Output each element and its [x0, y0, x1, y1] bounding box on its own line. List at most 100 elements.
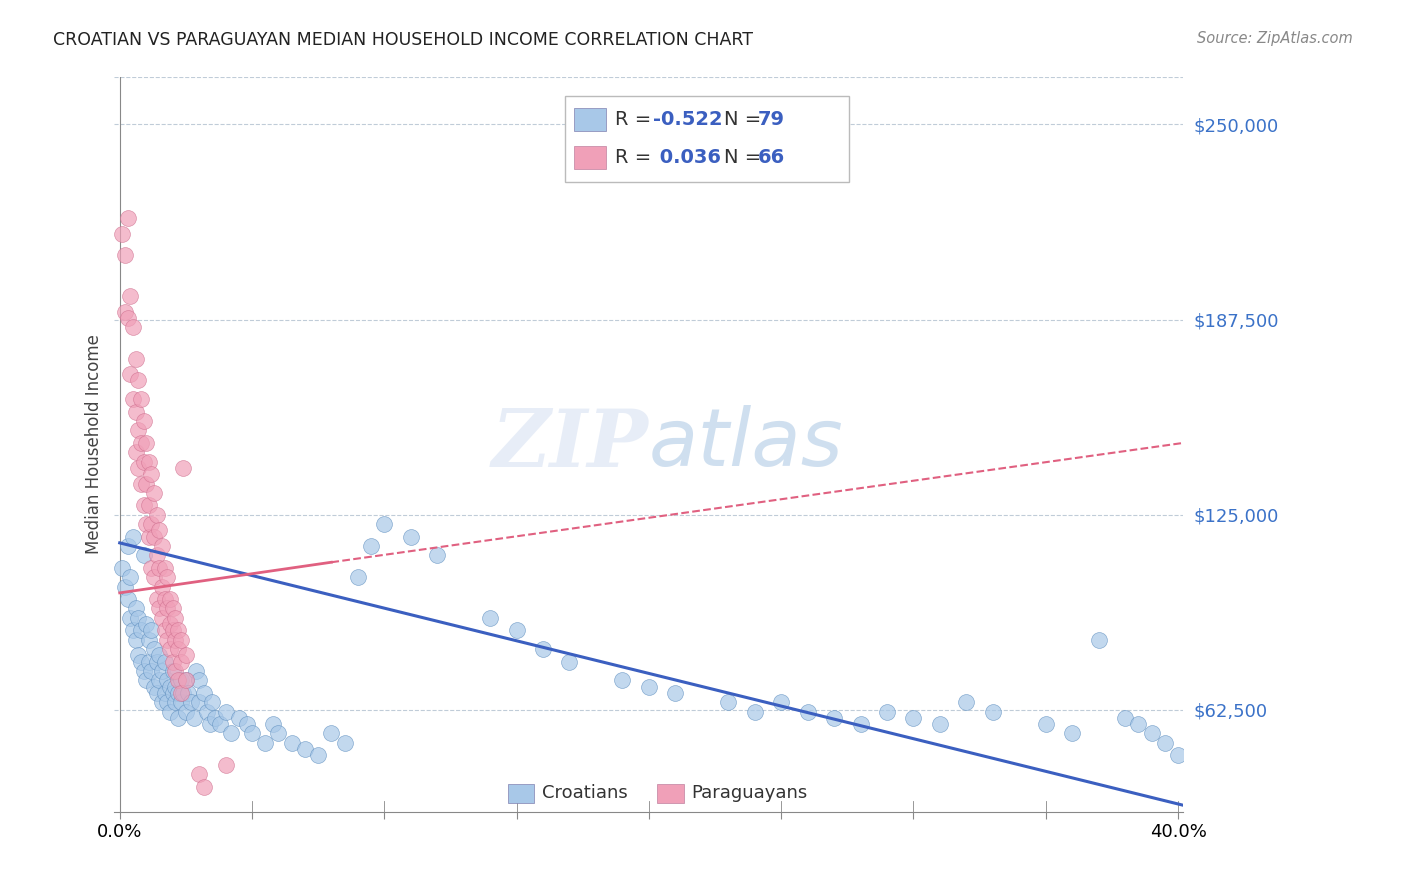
Text: atlas: atlas	[648, 406, 844, 483]
Point	[148, 524, 170, 538]
Point	[169, 673, 191, 688]
Point	[117, 539, 139, 553]
Point	[505, 624, 527, 638]
Text: ZIP: ZIP	[492, 406, 648, 483]
Point	[127, 648, 149, 663]
Point	[240, 726, 263, 740]
Point	[122, 624, 145, 638]
Point	[209, 717, 232, 731]
Point	[162, 664, 184, 678]
Point	[122, 530, 145, 544]
Point	[156, 673, 179, 688]
Point	[169, 686, 191, 700]
Point	[111, 561, 134, 575]
Point	[321, 726, 343, 740]
Point	[138, 655, 160, 669]
Point	[124, 351, 146, 366]
Point	[174, 648, 197, 663]
Point	[162, 601, 184, 615]
Text: R =: R =	[614, 110, 657, 128]
Point	[148, 601, 170, 615]
Point	[204, 711, 226, 725]
Point	[162, 655, 184, 669]
Point	[162, 624, 184, 638]
Point	[558, 655, 581, 669]
Point	[159, 705, 181, 719]
Point	[612, 673, 634, 688]
Point	[135, 517, 157, 532]
Point	[145, 686, 167, 700]
Text: Paraguayans: Paraguayans	[692, 784, 808, 802]
Point	[129, 436, 152, 450]
Point	[138, 632, 160, 647]
Point	[169, 695, 191, 709]
Text: N =: N =	[724, 110, 768, 128]
Point	[153, 561, 176, 575]
Point	[159, 617, 181, 632]
Point	[132, 664, 155, 678]
Point	[1062, 726, 1084, 740]
Point	[120, 289, 142, 303]
Point	[744, 705, 766, 719]
Point	[903, 711, 925, 725]
Point	[135, 673, 157, 688]
Point	[188, 673, 211, 688]
Point	[150, 611, 173, 625]
Point	[132, 414, 155, 428]
Point	[165, 632, 187, 647]
Point	[1087, 632, 1109, 647]
Point	[214, 757, 236, 772]
Point	[174, 673, 197, 688]
Point	[214, 705, 236, 719]
Point	[153, 624, 176, 638]
Point	[193, 686, 215, 700]
Text: CROATIAN VS PARAGUAYAN MEDIAN HOUSEHOLD INCOME CORRELATION CHART: CROATIAN VS PARAGUAYAN MEDIAN HOUSEHOLD …	[53, 31, 754, 49]
Point	[167, 673, 190, 688]
Point	[114, 580, 136, 594]
Text: Croatians: Croatians	[541, 784, 627, 802]
Point	[111, 227, 134, 241]
Point	[188, 695, 211, 709]
Point	[333, 736, 356, 750]
Text: 66: 66	[758, 148, 785, 167]
Point	[193, 780, 215, 794]
Point	[150, 695, 173, 709]
Point	[531, 642, 554, 657]
Point	[120, 570, 142, 584]
Point	[138, 455, 160, 469]
Point	[1114, 711, 1136, 725]
Point	[373, 517, 395, 532]
Point	[172, 686, 194, 700]
Point	[124, 445, 146, 459]
Point	[637, 680, 659, 694]
Point	[770, 695, 793, 709]
Point	[150, 539, 173, 553]
Point	[165, 611, 187, 625]
Point	[156, 570, 179, 584]
Point	[156, 695, 179, 709]
Point	[156, 632, 179, 647]
Point	[117, 592, 139, 607]
Point	[124, 601, 146, 615]
Point	[294, 742, 316, 756]
Point	[124, 405, 146, 419]
Point	[127, 424, 149, 438]
Point	[145, 655, 167, 669]
Point	[143, 570, 166, 584]
Point	[127, 461, 149, 475]
Point	[127, 611, 149, 625]
Point	[664, 686, 686, 700]
Point	[150, 664, 173, 678]
Point	[169, 632, 191, 647]
Point	[143, 680, 166, 694]
Point	[159, 642, 181, 657]
Point	[141, 624, 163, 638]
Text: 0.036: 0.036	[654, 148, 721, 167]
Point	[148, 561, 170, 575]
Point	[1153, 736, 1175, 750]
Point	[145, 592, 167, 607]
Point	[141, 664, 163, 678]
Point	[981, 705, 1004, 719]
FancyBboxPatch shape	[574, 145, 606, 169]
Point	[117, 310, 139, 325]
